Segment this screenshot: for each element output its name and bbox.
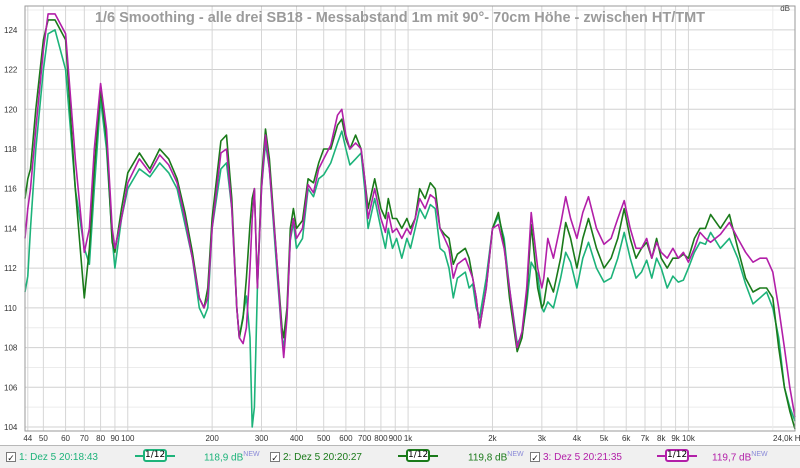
series-1-smoothing[interactable]: 1/12 [135,449,175,463]
plot-background [0,0,800,445]
x-tick-label: 8k [657,434,666,443]
checkbox-icon[interactable]: ✓ [6,452,16,463]
x-tick-label: 900 [389,434,403,443]
smoothing-badge: 1/12 [665,449,689,462]
x-tick-label: 80 [96,434,105,443]
y-tick-label: 120 [4,105,18,114]
series-line-3 [24,13,796,418]
frequency-response-chart: 104 106 108 110 112 114 116 118 120 122 124 44 50 60… [0,0,800,445]
series-1-spl: 118,9 dBNEW [204,451,260,463]
x-tick-label: 5k [600,434,609,443]
x-tick-label: 800 [374,434,388,443]
legend-entry-3[interactable]: ✓ 3: Dez 5 20:21:35 [530,449,622,465]
series-3-name: 3: Dez 5 20:21:35 [543,451,622,463]
checkbox-icon[interactable]: ✓ [270,452,280,463]
y-tick-label: 124 [4,26,18,35]
x-tick-label: 200 [205,434,219,443]
series-3-spl: 119,7 dBNEW [712,451,768,463]
x-axis-ticks: 44 50 60 70 80 90 100 200 300 400 500 600 700 800 900 1… [23,434,800,443]
x-tick-label: 90 [110,434,119,443]
x-tick-label: 70 [80,434,89,443]
y-tick-label: 116 [4,185,17,194]
line-swatch [657,455,665,457]
x-tick-label: 7k [641,434,650,443]
y-tick-label: 114 [4,224,17,233]
x-tick-label: 6k [622,434,631,443]
y-tick-label: 118 [4,145,17,154]
y-tick-label: 106 [4,383,18,392]
chart-title: 1/6 Smoothing - alle drei SB18 - Messabs… [95,10,705,26]
checkbox-icon[interactable]: ✓ [530,452,540,463]
x-tick-label: 2k [488,434,497,443]
spl-value: 119,8 dB [468,452,508,464]
x-tick-label: 700 [358,434,372,443]
new-badge: NEW [751,451,768,458]
new-badge: NEW [507,451,524,458]
series-2-spl: 119,8 dBNEW [468,451,524,463]
smoothing-badge: 1/12 [406,449,430,462]
x-tick-label: 60 [61,434,70,443]
series-2-smoothing[interactable]: 1/12 [398,449,438,463]
x-tick-label: 44 [23,434,32,443]
x-tick-label: 24,0k Hz [773,434,800,443]
plot-frame [24,5,796,432]
new-badge: NEW [243,451,260,458]
legend-bar: ✓ 1: Dez 5 20:18:43 1/12 118,9 dBNEW ✓ 2… [0,445,800,468]
spl-value: 118,9 dB [204,452,244,464]
smoothing-badge: 1/12 [143,449,167,462]
y-axis-label: dB [780,4,790,13]
x-tick-label: 10k [682,434,696,443]
legend-entry-2[interactable]: ✓ 2: Dez 5 20:20:27 [270,449,362,465]
spl-value: 119,7 dB [712,452,752,464]
x-tick-label: 600 [339,434,353,443]
x-tick-label: 500 [317,434,331,443]
x-tick-label: 300 [255,434,269,443]
y-tick-label: 108 [4,344,18,353]
x-tick-label: 100 [121,434,135,443]
x-tick-label: 1k [404,434,413,443]
y-tick-label: 110 [4,304,17,313]
series-1-name: 1: Dez 5 20:18:43 [19,451,98,463]
y-tick-label: 122 [4,66,18,75]
x-tick-label: 9k [671,434,680,443]
line-swatch [398,455,406,457]
line-swatch [430,455,438,457]
y-axis-ticks: 104 106 108 110 112 114 116 118 120 122 124 [4,26,18,432]
x-tick-label: 400 [290,434,304,443]
y-tick-label: 104 [4,423,18,432]
line-swatch [135,455,143,457]
x-tick-label: 3k [538,434,547,443]
series-2-name: 2: Dez 5 20:20:27 [283,451,362,463]
legend-entry-1[interactable]: ✓ 1: Dez 5 20:18:43 [6,449,98,465]
line-swatch [689,455,697,457]
x-tick-label: 4k [573,434,582,443]
series-curves [24,13,796,430]
series-3-smoothing[interactable]: 1/12 [657,449,697,463]
y-tick-label: 112 [4,264,17,273]
line-swatch [167,455,175,457]
x-tick-label: 50 [39,434,48,443]
